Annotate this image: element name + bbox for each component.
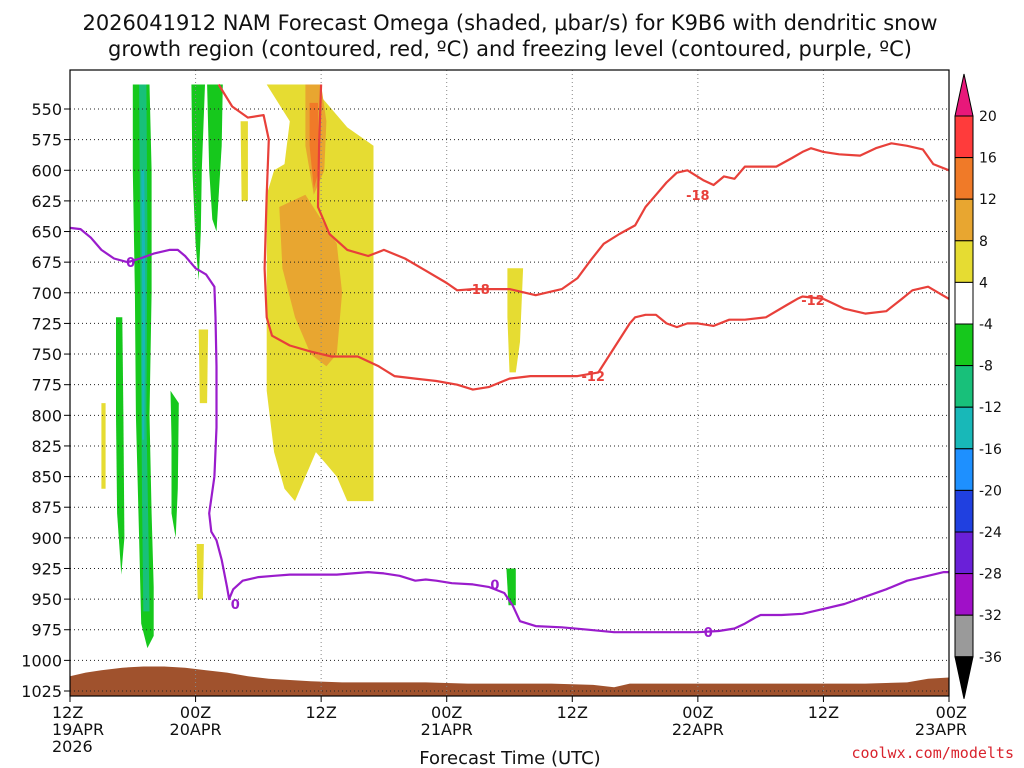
colorbar-label-5: -4: [979, 317, 993, 333]
omega-region-4: [170, 390, 179, 538]
y-tick-label-550: 550: [31, 100, 62, 119]
colorbar-segment-7: [954, 406, 974, 450]
omega-region-2: [141, 170, 146, 440]
x-tick-label-60-0: 00Z: [682, 703, 713, 722]
terrain-surface: [70, 666, 949, 696]
y-tick-label-600: 600: [31, 161, 62, 180]
x-tick-label-12-1: 20APR: [170, 720, 222, 739]
omega-region-13: [507, 268, 524, 373]
y-tick-label-700: 700: [31, 284, 62, 303]
y-tick-label-675: 675: [31, 253, 62, 272]
colorbar-label-3: 8: [979, 234, 988, 250]
colorbar-segment-4: [954, 281, 974, 325]
x-tick-label-0-2: 2026: [52, 737, 93, 756]
y-tick-label-800: 800: [31, 406, 62, 425]
contour-label-0: 0: [126, 256, 135, 271]
y-tick-label-850: 850: [31, 468, 62, 487]
contour-label-7: -12: [801, 294, 825, 309]
colorbar-label-1: 16: [979, 151, 997, 167]
x-tick-label-36-0: 00Z: [431, 703, 462, 722]
colorbar-label-2: 12: [979, 192, 997, 208]
y-tick-label-725: 725: [31, 314, 62, 333]
colorbar-label-6: -8: [979, 359, 993, 375]
y-tick-label-750: 750: [31, 345, 62, 364]
omega-region-6: [207, 84, 223, 232]
chart-title-line-1: 2026041912 NAM Forecast Omega (shaded, μ…: [82, 11, 937, 35]
x-tick-label-36-1: 21APR: [421, 720, 473, 739]
colorbar-label-12: -32: [979, 608, 1002, 624]
x-tick-label-0-0: 12Z: [52, 703, 83, 722]
colorbar-label-0: 20: [979, 109, 997, 125]
y-tick-label-875: 875: [31, 498, 62, 517]
y-tick-label-575: 575: [31, 131, 62, 150]
y-tick-label-650: 650: [31, 223, 62, 242]
colorbar-segment-10: [954, 531, 974, 575]
chart-title-line-2: growth region (contoured, red, ºC) and f…: [108, 37, 912, 61]
omega-region-11: [240, 121, 248, 201]
x-axis-label: Forecast Time (UTC): [419, 748, 600, 768]
colorbar-label-4: 4: [979, 275, 988, 291]
y-tick-label-975: 975: [31, 621, 62, 640]
contour-label-6: -12: [581, 370, 605, 385]
y-tick-label-1025: 1025: [21, 682, 62, 701]
omega-region-9: [198, 329, 209, 404]
x-tick-label-60-1: 22APR: [672, 720, 724, 739]
plot-area: 0 0 0 0 -18 -18 -12 -12: [69, 69, 950, 697]
credit-link[interactable]: coolwx.com/modelts: [851, 744, 1014, 762]
omega-region-16: [309, 102, 320, 189]
x-tick-label-84-0: 00Z: [936, 703, 967, 722]
plot-content: 0 0 0 0 -18 -18 -12 -12: [70, 70, 949, 696]
contour-line--12-1: [316, 84, 949, 297]
colorbar-top-arrow: [954, 73, 974, 117]
y-tick-label-825: 825: [31, 437, 62, 456]
x-tick-label-48-0: 12Z: [557, 703, 588, 722]
y-tick-label-625: 625: [31, 192, 62, 211]
contour-label-2: 0: [490, 578, 499, 593]
contour-line-0-2: [70, 226, 949, 634]
y-tick-label-900: 900: [31, 529, 62, 548]
x-tick-label-24-0: 12Z: [305, 703, 336, 722]
colorbar-segment-2: [954, 198, 974, 242]
x-tick-label-84-1: 23APR: [915, 720, 967, 739]
colorbar-segment-0: [954, 115, 974, 159]
contour-label-5: -18: [686, 189, 710, 204]
omega-region-10: [196, 544, 204, 600]
colorbar: 20 16 12 8 4 -4 -8 -12 -16 -20 -24 -28 -32 -36: [954, 73, 1002, 699]
plot-frame: [69, 69, 950, 697]
axes: 550 575 600 625 650 675 700 725 750 775 800 825 850 8…: [21, 100, 967, 756]
colorbar-label-10: -24: [979, 525, 1002, 541]
y-tick-label-775: 775: [31, 376, 62, 395]
contour-label-3: 0: [704, 626, 713, 641]
colorbar-segment-8: [954, 448, 974, 491]
colorbar-label-13: -36: [979, 650, 1002, 666]
colorbar-segment-5: [954, 323, 974, 367]
y-tick-label-1000: 1000: [21, 651, 62, 670]
colorbar-segment-12: [954, 614, 974, 658]
colorbar-segment-11: [954, 573, 974, 616]
omega-region-3: [116, 317, 125, 575]
colorbar-segment-9: [954, 489, 974, 533]
y-tick-label-950: 950: [31, 590, 62, 609]
omega-region-5: [191, 84, 205, 281]
colorbar-segment-1: [954, 157, 974, 200]
colorbar-label-7: -12: [979, 400, 1002, 416]
colorbar-segment-3: [954, 240, 974, 283]
colorbar-label-11: -28: [979, 567, 1002, 583]
contour-label-1: 0: [231, 598, 240, 613]
y-tick-label-925: 925: [31, 559, 62, 578]
x-tick-label-12-0: 00Z: [180, 703, 211, 722]
omega-region-7: [506, 568, 516, 606]
colorbar-label-8: -16: [979, 442, 1002, 458]
x-tick-label-0-1: 19APR: [52, 720, 104, 739]
colorbar-label-9: -20: [979, 483, 1002, 499]
omega-region-8: [101, 403, 106, 489]
contour-line--18-0: [217, 83, 949, 391]
contour-label-4: -18: [466, 283, 490, 298]
x-tick-label-72-0: 12Z: [808, 703, 839, 722]
colorbar-segment-6: [954, 365, 974, 408]
colorbar-bottom-arrow: [954, 656, 974, 699]
